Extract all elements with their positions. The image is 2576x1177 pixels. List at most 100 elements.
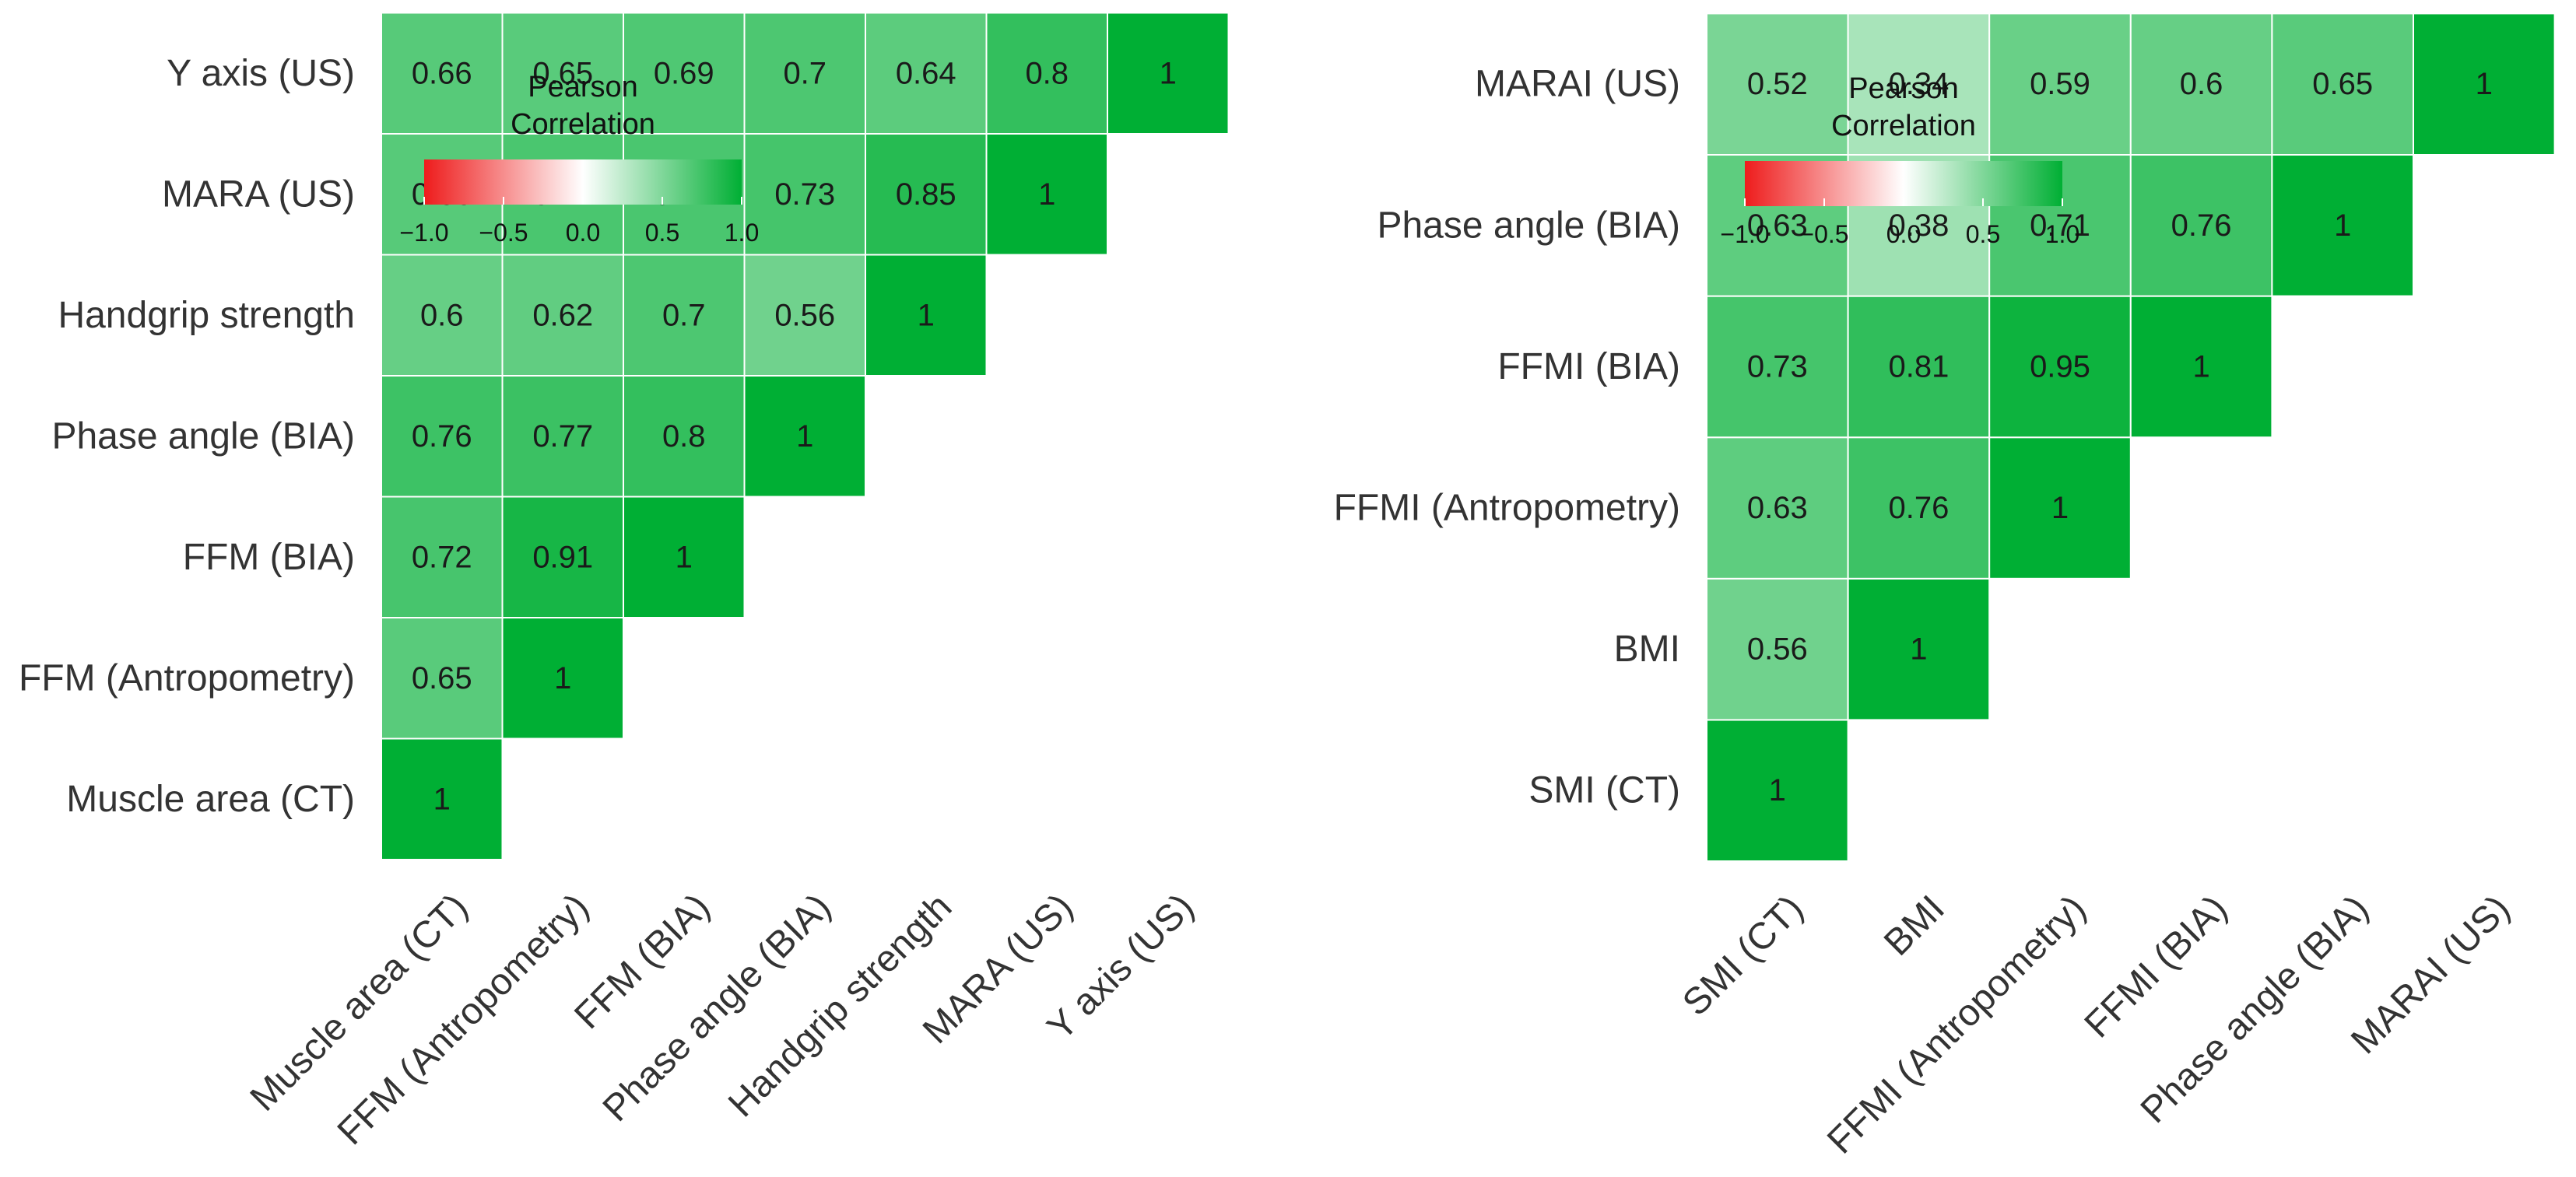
column-label: BMI [1876,888,1953,964]
legend-tick-label: −1.0 [1720,220,1769,248]
legend-tick-label: 0.0 [566,219,600,247]
heatmap-cell [2129,154,2273,297]
cell-value-label: 1 [2192,349,2209,384]
column-label: SMI (CT) [1675,888,1811,1024]
cell-value-label: 1 [2051,491,2069,525]
legend-tick-label: 1.0 [725,219,759,247]
column-label: FFMI (Antropometry) [1820,888,2093,1161]
cell-value-label: 1 [554,661,571,695]
heatmap-cell [623,254,746,377]
heatmap-cell [381,496,504,618]
row-label: MARAI (US) [1475,64,1680,105]
heatmap-cell [1847,577,1991,721]
heatmap-cell [501,496,624,618]
cell-value-label: 1 [918,298,935,332]
cell-value-label: 0.56 [1747,632,1808,667]
cell-value-label: 0.8 [662,419,706,454]
heatmap-cell [865,254,988,377]
heatmap-cell [381,617,504,740]
heatmap-cell [501,12,624,135]
column-label: Phase angle (BIA) [595,886,839,1130]
cell-value-label: 1 [1038,177,1055,212]
row-labels: Muscle area (CT) FFM (Antropometry) FFM (B… [19,53,355,820]
cell-value-label: 1 [1160,56,1177,90]
cell-value-label: 0.85 [896,177,956,212]
correlation-heatmap-left: 1 0.65 1 0.72 0.91 1 0.76 0.77 0.8 1 0.6 0.62 0.7 0.5… [19,12,1230,1153]
row-label: Phase angle (BIA) [1377,205,1680,246]
cell-value-label: 0.91 [532,540,593,574]
heatmap-cell [501,375,624,498]
cell-value-label: 1 [1769,773,1786,807]
cell-value-label: 1 [676,540,693,574]
row-label: Handgrip strength [58,295,355,336]
row-label: MARA (US) [162,173,355,215]
cell-value-label: 0.65 [412,661,472,695]
heatmap-cells: 1 0.65 1 0.72 0.91 1 0.76 0.77 0.8 1 0.6 0.62 0.7 0.5… [381,12,1230,860]
cell-value-label: 0.65 [2312,67,2373,101]
heatmap-cell [381,737,504,860]
cell-value-label: 0.73 [1747,349,1808,384]
cell-value-label: 0.6 [420,298,464,332]
row-label: FFM (Antropometry) [19,657,355,699]
row-label: SMI (CT) [1528,770,1680,811]
row-label: Y axis (US) [167,53,355,94]
cell-value-label: 0.76 [1888,491,1949,525]
legend-tick-label: 0.0 [1886,220,1921,248]
heatmap-cell [743,375,866,498]
color-legend: Pearson Correlation −1.0 −0.5 0.0 0.5 1.0 [399,71,759,247]
cell-value-label: 1 [2476,67,2493,101]
cell-value-label: 0.59 [2030,67,2090,101]
cell-value-label: 0.71 [2030,208,2090,243]
cell-value-label: 0.76 [412,419,472,454]
row-label: Muscle area (CT) [66,779,355,820]
heatmap-cell [1988,12,2132,156]
cell-value-label: 0.65 [532,56,593,90]
cell-value-label: 0.7 [662,298,706,332]
column-labels: Muscle area (CT)FFM (Antropometry)FFM (B… [243,886,1202,1153]
heatmap-cell [985,12,1108,135]
cell-value-label: 0.77 [532,419,593,454]
cell-value-label: 0.7 [783,56,826,90]
legend-title: Pearson [1848,72,1959,105]
cell-value-label: 0.95 [2030,349,2090,384]
legend-title: Pearson [528,71,638,103]
heatmap-cell [1706,12,1849,156]
cell-value-label: 0.56 [774,298,835,332]
column-label: Muscle area (CT) [243,886,476,1119]
cell-value-label: 1 [1910,632,1927,667]
cell-value-label: 0.66 [412,56,472,90]
cell-value-label: 0.62 [532,298,593,332]
cell-value-label: 0.69 [654,56,714,90]
heatmap-cell [623,496,746,618]
heatmap-cell [623,375,746,498]
heatmap-cell [501,254,624,377]
cell-value-label: 0.73 [774,177,835,212]
heatmap-cell [1107,12,1230,135]
heatmap-cell [2413,12,2556,156]
heatmap-cell [1847,12,1991,156]
cell-value-label: 0.38 [1888,208,1949,243]
heatmap-cell [985,133,1108,256]
heatmap-cell [2129,295,2273,439]
heatmap-cell [1847,295,1991,439]
heatmap-cell [2129,12,2273,156]
row-label: BMI [1614,629,1680,670]
cell-value-label: 1 [433,782,451,816]
legend-tick-label: 0.5 [1966,220,2000,248]
legend-tick-label: −0.5 [479,219,528,247]
row-label: FFM (BIA) [183,537,355,578]
row-label: Phase angle (BIA) [51,415,355,457]
legend-tick-label: −0.5 [1799,220,1848,248]
cell-value-label: 1 [796,419,813,454]
legend-tick-label: −1.0 [399,219,448,247]
cell-value-label: 0.63 [1747,491,1808,525]
heatmap-cell [1706,577,1849,721]
cell-value-label: 0.81 [1888,349,1949,384]
cell-value-label: 0.6 [2180,67,2223,101]
cell-value-label: 0.76 [2171,208,2232,243]
heatmap-cell [623,12,746,135]
column-label: Handgrip strength [721,886,960,1125]
color-legend: Pearson Correlation −1.0 −0.5 0.0 0.5 1.0 [1720,72,2079,248]
